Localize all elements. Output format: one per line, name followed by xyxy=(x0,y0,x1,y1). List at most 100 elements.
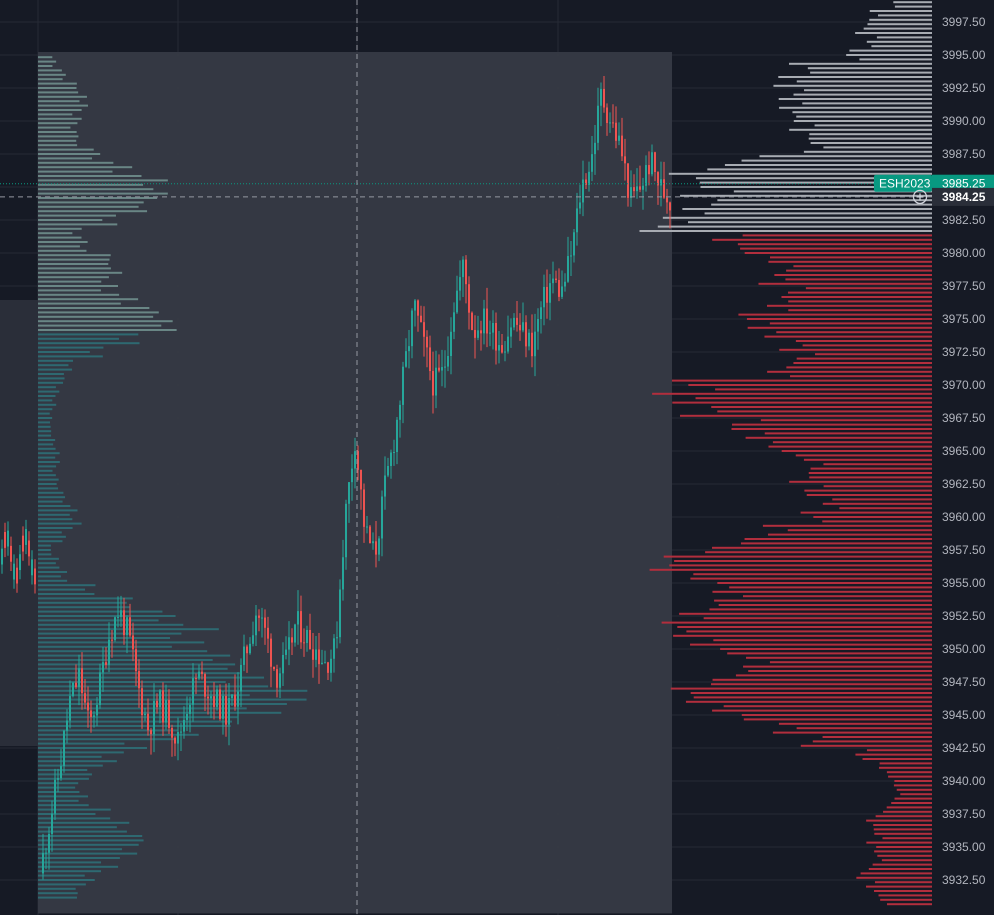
candle-body xyxy=(561,286,563,297)
right-profile-bar xyxy=(822,736,932,738)
right-profile-bar xyxy=(680,414,932,417)
volume-profile-bar xyxy=(38,399,53,402)
right-profile-bar xyxy=(727,652,932,655)
volume-profile-bar xyxy=(38,153,101,155)
right-profile-bar xyxy=(812,740,932,743)
candle-body xyxy=(501,345,503,353)
candle-body xyxy=(330,658,332,673)
volume-profile-bar xyxy=(38,197,158,199)
right-profile-bar xyxy=(866,885,932,888)
right-profile-bar xyxy=(674,560,932,562)
volume-profile-bar xyxy=(38,597,133,600)
right-profile-bar xyxy=(723,705,932,708)
volume-profile-bar xyxy=(38,654,231,657)
price-axis-background xyxy=(932,0,994,915)
volume-profile-bar xyxy=(38,113,73,116)
candle-body xyxy=(597,105,599,143)
volume-profile-bar xyxy=(38,733,199,736)
right-profile-bar xyxy=(810,467,932,470)
volume-profile-bar xyxy=(38,214,116,217)
right-profile-bar xyxy=(878,894,932,897)
candle-body xyxy=(390,452,392,466)
right-profile-bar xyxy=(804,89,932,92)
right-profile-bar xyxy=(695,177,932,180)
volume-profile-bar xyxy=(38,465,57,468)
candle-body xyxy=(375,541,377,555)
candle-body xyxy=(624,156,626,164)
volume-profile-bar xyxy=(38,60,57,63)
volume-profile-bar xyxy=(38,483,57,485)
volume-profile-bar xyxy=(38,557,59,560)
right-profile-bar xyxy=(695,397,932,400)
candle-body xyxy=(339,589,341,638)
right-profile-bar xyxy=(693,696,932,699)
candle-body xyxy=(465,259,467,285)
volume-profile-bar xyxy=(38,474,56,477)
candle-body xyxy=(648,165,650,175)
candle-body xyxy=(363,489,365,527)
right-profile-bar xyxy=(808,472,932,474)
right-profile-bar xyxy=(874,832,932,835)
right-profile-bar xyxy=(688,221,932,224)
candle-body xyxy=(312,649,314,660)
right-profile-bar xyxy=(832,498,932,501)
right-profile-bar xyxy=(781,296,932,298)
candle-body xyxy=(519,324,521,331)
right-profile-bar xyxy=(875,815,932,818)
volume-profile-bar xyxy=(38,857,120,859)
candle-body xyxy=(318,649,320,665)
right-profile-bar xyxy=(863,27,932,30)
right-profile-bar xyxy=(673,634,932,637)
right-profile-bar xyxy=(810,71,932,74)
crosshair-price-badge[interactable]: 3984.25 xyxy=(912,187,994,206)
symbol-badge xyxy=(874,174,932,192)
candle-body xyxy=(399,404,401,420)
candle-body xyxy=(456,290,458,313)
volume-profile-bar xyxy=(38,892,78,895)
candles[interactable] xyxy=(1,76,671,880)
price-tick-label: 3990.00 xyxy=(942,114,986,128)
volume-profile-bar xyxy=(38,104,88,107)
candle-body xyxy=(75,682,77,688)
price-tick-label: 3945.00 xyxy=(942,708,986,722)
candle-body xyxy=(255,615,257,636)
candle-body xyxy=(306,629,308,643)
candle-body xyxy=(336,637,338,639)
right-profile-bar xyxy=(893,784,932,787)
candle-body xyxy=(219,689,221,719)
right-profile-bar xyxy=(741,714,932,716)
right-profile-bar xyxy=(823,146,932,149)
add-alert-icon[interactable] xyxy=(912,189,928,205)
right-profile-bar xyxy=(699,181,932,184)
candle-body xyxy=(429,347,431,372)
candle-body xyxy=(438,367,440,371)
volume-profile-bar xyxy=(38,513,70,516)
candle-body xyxy=(522,322,524,331)
right-profile-bar xyxy=(668,172,932,175)
price-tick-label: 3987.50 xyxy=(942,147,986,161)
right-profile-bar xyxy=(813,516,932,518)
candle-body xyxy=(435,367,437,396)
right-profile-bar xyxy=(879,762,932,765)
volume-profile-bar xyxy=(38,601,127,604)
candle-body xyxy=(31,559,33,576)
right-profile-bar xyxy=(792,111,932,114)
price-axis[interactable]: 3997.50 3995.00 3992.50 3990.00 3987.50 3985.… xyxy=(932,0,994,915)
candle-body xyxy=(34,568,36,585)
candle-body xyxy=(117,616,119,618)
candle-body xyxy=(153,700,155,735)
right-profile-bar xyxy=(800,744,932,747)
candle-body xyxy=(462,259,464,278)
candle-body xyxy=(99,672,101,706)
volume-profile-bar xyxy=(38,117,82,120)
price-tick-label: 3995.00 xyxy=(942,48,986,62)
volume-profile-bar xyxy=(38,245,80,248)
price-tick-label: 3972.50 xyxy=(942,345,986,359)
volume-profile-bar xyxy=(38,632,182,635)
right-profile-bar xyxy=(855,32,932,34)
right-profile-bar xyxy=(779,348,932,351)
volume-profile-bar xyxy=(38,109,82,111)
right-profile-bar xyxy=(769,322,932,325)
candle-body xyxy=(183,719,185,732)
